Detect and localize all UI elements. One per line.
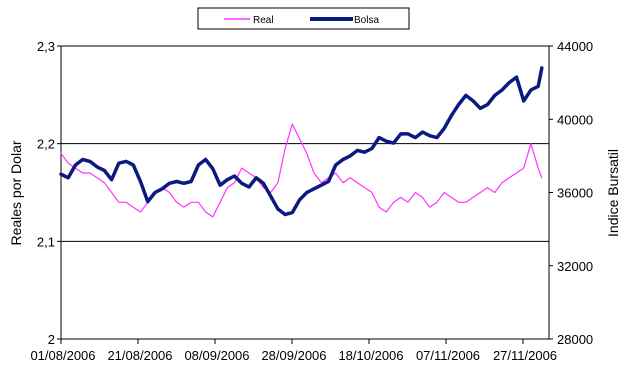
- x-tick-label: 07/11/2006: [416, 348, 480, 363]
- x-tick-label: 28/09/2006: [261, 348, 326, 363]
- x-tick-label: 21/08/2006: [107, 348, 172, 363]
- left-tick-label: 2,3: [37, 39, 55, 54]
- series-group: [59, 66, 544, 218]
- series-line-real: [60, 123, 543, 218]
- right-tick-label: 36000: [557, 186, 593, 201]
- x-tick-label: 27/11/2006: [493, 348, 557, 363]
- left-axis-ticks: 2 2,1 2,2 2,3: [37, 39, 61, 347]
- x-tick-label: 18/10/2006: [338, 348, 403, 363]
- x-tick-label: 08/09/2006: [184, 348, 249, 363]
- legend: Real Bolsa: [197, 7, 410, 30]
- left-axis-title: Reales por Dolar: [8, 140, 24, 245]
- right-tick-label: 32000: [557, 259, 593, 274]
- right-axis-ticks: 28000 32000 36000 40000 44000: [549, 39, 593, 347]
- legend-label-real: Real: [253, 15, 274, 26]
- x-axis-ticks: 01/08/2006 21/08/2006 08/09/2006 28/09/2006…: [30, 339, 557, 363]
- legend-box: [197, 7, 410, 30]
- right-axis-title: Indice Bursatil: [605, 149, 621, 237]
- right-tick-label: 44000: [557, 39, 593, 54]
- left-tick-label: 2,2: [37, 137, 55, 152]
- left-tick-label: 2,1: [37, 234, 55, 249]
- right-tick-label: 28000: [557, 332, 593, 347]
- x-tick-label: 01/08/2006: [30, 348, 95, 363]
- gridlines: [61, 45, 549, 242]
- legend-label-bolsa: Bolsa: [354, 15, 379, 26]
- left-tick-label: 2: [48, 332, 55, 347]
- right-tick-label: 40000: [557, 112, 593, 127]
- series-line-bolsa: [59, 66, 544, 217]
